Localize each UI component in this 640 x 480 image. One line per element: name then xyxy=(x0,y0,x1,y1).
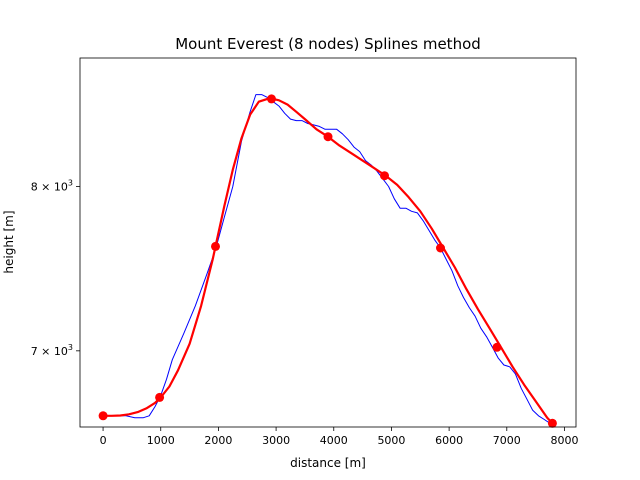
x-axis-label: distance [m] xyxy=(290,456,366,470)
profile-line xyxy=(103,94,553,424)
x-tick-label: 4000 xyxy=(320,434,348,447)
chart-title: Mount Everest (8 nodes) Splines method xyxy=(175,35,481,53)
spline-node xyxy=(267,94,276,104)
x-tick-label: 7000 xyxy=(493,434,521,447)
spline-node xyxy=(492,342,502,352)
series-layer xyxy=(103,94,554,425)
spline-node xyxy=(323,132,333,142)
spline-node xyxy=(155,392,165,402)
plot-background xyxy=(80,58,576,427)
spline-node xyxy=(547,418,557,428)
x-tick-label: 3000 xyxy=(262,434,290,447)
y-axis: 7 × 103 8 × 103 xyxy=(31,178,80,358)
x-axis: 0 1000 2000 3000 4000 5000 6000 7000 8000 xyxy=(100,427,578,447)
x-tick-label: 6000 xyxy=(435,434,463,447)
x-tick-label: 1000 xyxy=(147,434,175,447)
spline-node xyxy=(98,411,108,421)
spline-node xyxy=(211,241,220,251)
x-tick-label: 2000 xyxy=(204,434,232,447)
plot-area xyxy=(80,58,576,427)
x-tick-label: 5000 xyxy=(377,434,405,447)
spline-node xyxy=(436,243,445,253)
x-tick-label: 8000 xyxy=(550,434,578,447)
spline-line xyxy=(103,97,554,425)
nodes-layer xyxy=(98,94,557,428)
y-axis-label: height [m] xyxy=(2,210,16,273)
spline-node xyxy=(380,171,389,181)
plot-frame xyxy=(79,57,577,428)
x-tick-label: 0 xyxy=(100,434,107,447)
y-tick-label: 7 × 103 xyxy=(31,343,73,358)
y-tick-label: 8 × 103 xyxy=(31,178,73,193)
